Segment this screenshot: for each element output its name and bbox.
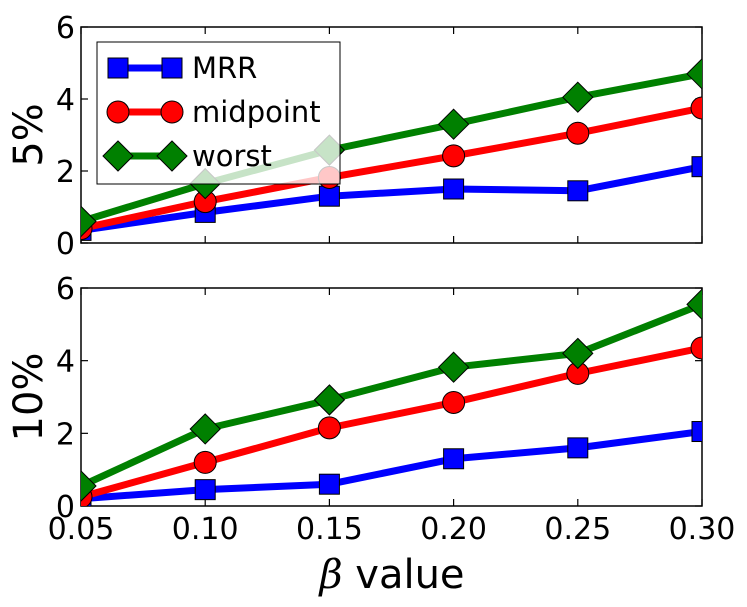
top-ytick-label: 4 (56, 83, 75, 118)
top-point-MRR (443, 178, 465, 200)
bottom-series-line-worst (81, 301, 702, 490)
bottom-xtick-label: 0.15 (296, 512, 363, 547)
legend-label-worst: worst (192, 139, 272, 173)
bottom-point-MRR (194, 479, 216, 501)
top-point-midpoint (566, 121, 590, 145)
bottom-series-group (81, 288, 702, 506)
bottom-point-worst (189, 413, 221, 445)
bottom-ytick-label: 4 (56, 345, 75, 380)
bottom-ytick-label: 2 (56, 417, 75, 452)
top-point-midpoint (690, 96, 702, 120)
bottom-xtick-label: 0.10 (172, 512, 239, 547)
bottom-point-worst (686, 288, 702, 321)
bottom-point-midpoint (193, 450, 217, 474)
top-y-axis-title: 5% (6, 103, 52, 166)
x-axis-title-text: value (343, 552, 465, 598)
legend-marker-MRR (107, 57, 129, 79)
legend-label-MRR: MRR (192, 51, 257, 85)
top-series-line-midpoint (81, 104, 702, 233)
top-point-worst (562, 81, 594, 113)
bottom-point-midpoint (442, 390, 466, 414)
legend-marker-MRR (161, 57, 183, 79)
bottom-point-worst (313, 384, 346, 416)
legend-label-midpoint: midpoint (192, 95, 321, 129)
top-point-worst (686, 58, 702, 90)
legend-marker-worst (102, 140, 134, 172)
bottom-series-line-MRR (81, 428, 702, 503)
bottom-plot-frame (80, 287, 703, 507)
bottom-point-worst (437, 351, 470, 383)
top-point-worst (437, 108, 470, 140)
panel-bottom: 0 2 4 6 0.05 0.10 0.15 0.20 0.25 0.30 10% (6, 272, 735, 547)
top-ytick-label: 0 (56, 227, 75, 262)
top-point-MRR (567, 180, 589, 202)
top-ytick-label: 2 (56, 155, 75, 190)
top-point-MRR (691, 156, 702, 178)
bottom-point-MRR (691, 421, 702, 443)
top-plot-frame (80, 26, 703, 244)
bottom-ytick-label: 6 (56, 272, 75, 307)
panel-top: 0 2 4 6 5% MRR midpoint worst (6, 11, 703, 262)
legend-marker-midpoint (160, 100, 184, 124)
bottom-point-midpoint (690, 336, 702, 360)
bottom-xtick-label: 0.20 (420, 512, 487, 547)
bottom-point-MRR (567, 437, 589, 459)
bottom-point-worst (81, 470, 97, 502)
x-axis-title-symbol: β (317, 552, 342, 598)
bottom-point-worst (562, 337, 594, 370)
bottom-xtick-label: 0.25 (544, 512, 611, 547)
bottom-point-midpoint (317, 416, 341, 440)
top-series-line-worst (81, 70, 702, 225)
top-point-midpoint (442, 144, 466, 168)
top-series-line-MRR (81, 163, 702, 234)
top-point-worst (81, 205, 97, 238)
legend-marker-midpoint (106, 100, 130, 124)
bottom-xtick-label: 0.05 (48, 512, 115, 547)
top-series-group (81, 58, 702, 241)
bottom-point-MRR (443, 448, 465, 470)
top-legend: MRR midpoint worst (96, 41, 341, 185)
legend-marker-worst (156, 140, 188, 172)
bottom-xtick-label: 0.30 (669, 512, 736, 547)
bottom-point-MRR (318, 473, 340, 495)
bottom-series-line-midpoint (81, 344, 702, 501)
x-axis-title: β value (317, 552, 464, 598)
top-point-MRR (318, 185, 340, 207)
bottom-y-axis-title: 10% (6, 353, 52, 442)
top-ytick-label: 6 (56, 11, 75, 46)
bottom-ytick-label: 0 (56, 490, 75, 525)
